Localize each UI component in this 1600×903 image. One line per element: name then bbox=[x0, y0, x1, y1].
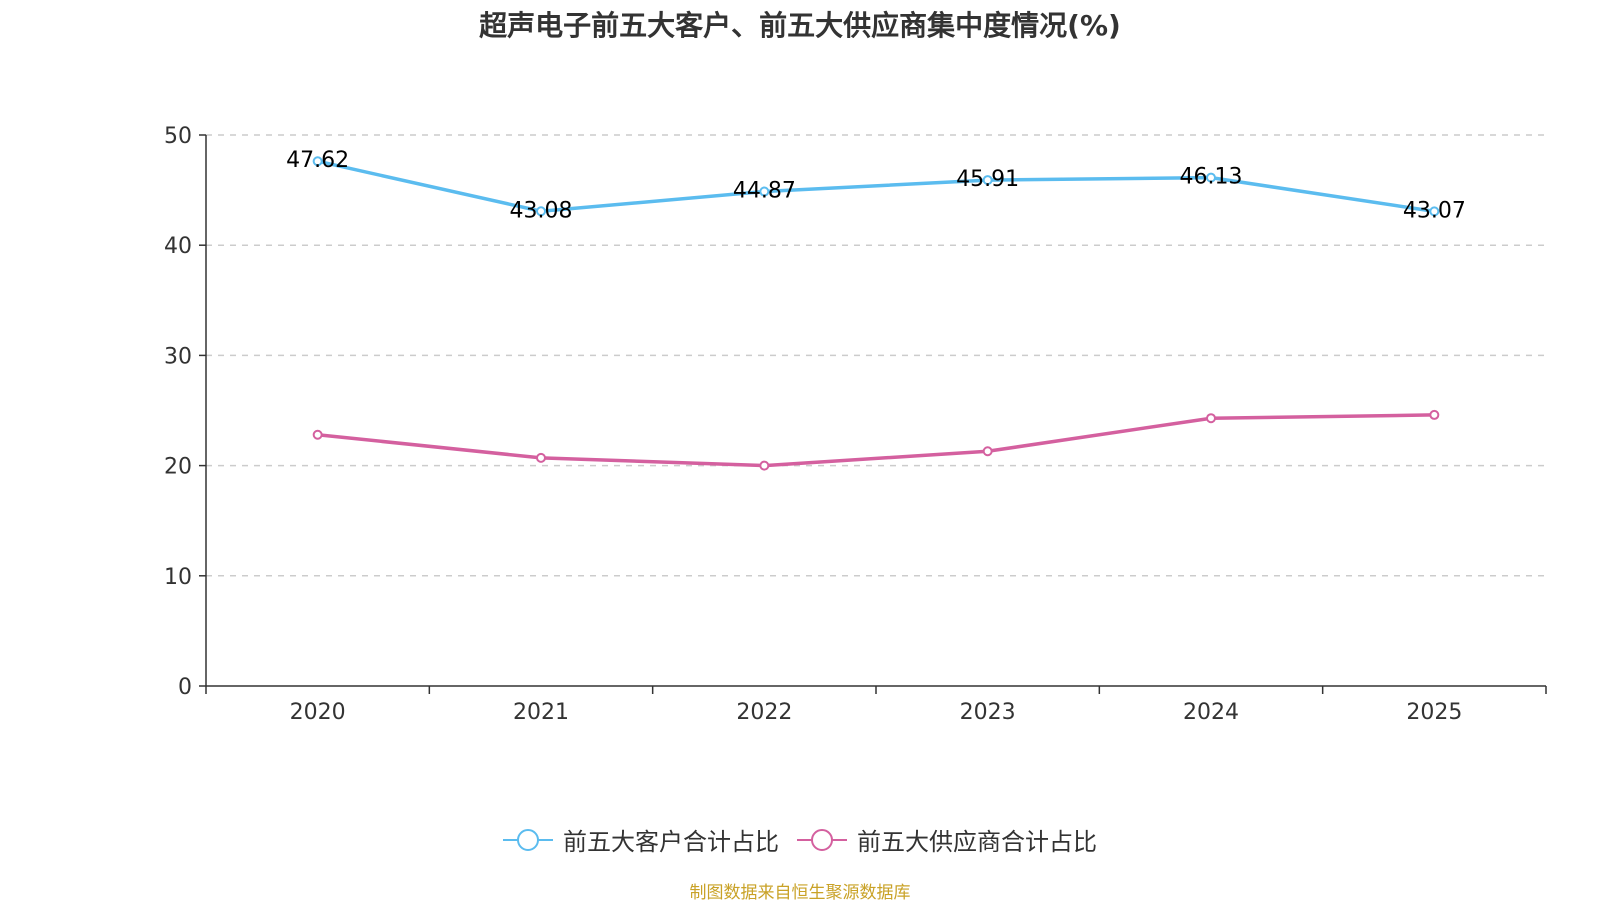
data-point-0-2022 bbox=[759, 186, 770, 197]
data-label-0-2020: 47.62 bbox=[286, 148, 349, 173]
legend-item-customers[interactable]: 前五大客户合计占比 bbox=[503, 822, 779, 857]
data-point-0-2020 bbox=[312, 156, 323, 167]
x-tick-label-2024: 2024 bbox=[1183, 700, 1239, 725]
legend: 前五大客户合计占比 前五大供应商合计占比 bbox=[0, 822, 1600, 857]
data-point-1-2024 bbox=[1206, 413, 1216, 424]
source-note: 制图数据来自恒生聚源数据库 bbox=[689, 883, 911, 903]
data-point-1-2025 bbox=[1429, 409, 1440, 420]
x-tick-label-2022: 2022 bbox=[736, 700, 792, 725]
series-line-0 bbox=[317, 159, 1435, 214]
y-tick-label-40: 40 bbox=[164, 234, 192, 259]
data-label-0-2023: 45.91 bbox=[956, 167, 1019, 192]
x-tick-label-2021: 2021 bbox=[513, 700, 569, 725]
data-point-0-2025 bbox=[1429, 206, 1440, 217]
legend-swatch-customers-icon bbox=[503, 828, 553, 851]
line-chart: 0 10 20 30 40 50 2020 2021 2022 2023 2024 2025 47.62… bbox=[164, 124, 1547, 725]
legend-label-suppliers: 前五大供应商合计占比 bbox=[857, 828, 1097, 856]
data-label-0-2021: 43.08 bbox=[510, 198, 573, 223]
x-tick-label-2020: 2020 bbox=[290, 700, 346, 725]
x-tick-label-2025: 2025 bbox=[1406, 700, 1462, 725]
data-label-0-2022: 44.87 bbox=[733, 179, 796, 204]
legend-label-customers: 前五大客户合计占比 bbox=[563, 828, 779, 856]
x-tick-label-2023: 2023 bbox=[960, 700, 1016, 725]
data-point-0-2024 bbox=[1206, 172, 1216, 183]
data-point-1-2020 bbox=[312, 429, 323, 440]
y-tick-label-10: 10 bbox=[164, 565, 192, 590]
data-label-0-2025: 43.07 bbox=[1403, 198, 1466, 223]
chart-title: 超声电子前五大客户、前五大供应商集中度情况(%) bbox=[479, 9, 1121, 42]
y-tick-label-0: 0 bbox=[178, 675, 192, 700]
y-tick-label-30: 30 bbox=[164, 344, 192, 369]
series-line-1 bbox=[317, 413, 1435, 468]
y-tick-label-50: 50 bbox=[164, 124, 192, 149]
data-point-1-2022 bbox=[759, 460, 770, 471]
data-point-1-2021 bbox=[536, 452, 546, 463]
legend-swatch-suppliers-icon bbox=[797, 828, 847, 851]
data-point-0-2023 bbox=[982, 175, 993, 186]
data-point-0-2021 bbox=[536, 206, 546, 217]
y-tick-label-20: 20 bbox=[164, 455, 192, 480]
data-point-1-2023 bbox=[982, 446, 993, 457]
legend-item-suppliers[interactable]: 前五大供应商合计占比 bbox=[797, 822, 1097, 857]
data-label-0-2024: 46.13 bbox=[1180, 165, 1243, 190]
